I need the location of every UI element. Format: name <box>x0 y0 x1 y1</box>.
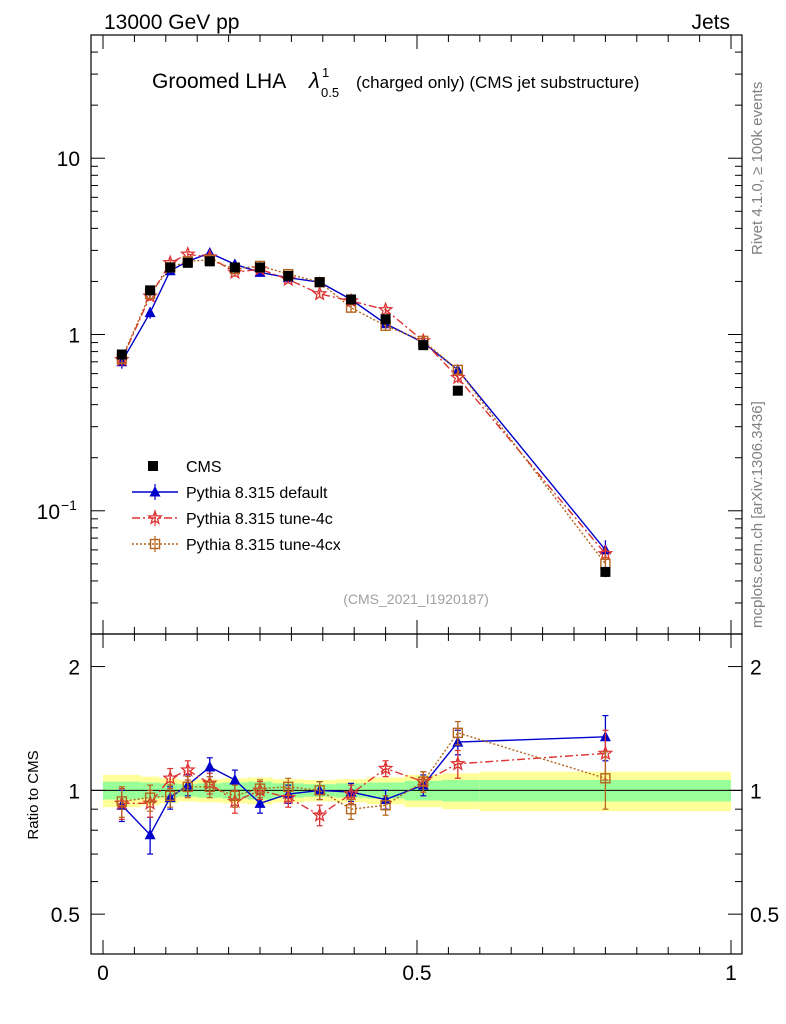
legend-entry-pythia-8-315-tune-4cx: Pythia 8.315 tune-4cx <box>132 536 341 554</box>
ratio-point-pythia-8-315-tune-4cx <box>144 792 156 803</box>
title-sub: 0.5 <box>321 85 339 100</box>
point-cms <box>346 294 357 305</box>
legend-label: Pythia 8.315 default <box>186 485 328 502</box>
ratio-point-pythia-8-315-tune-4cx <box>418 776 429 787</box>
ratio-point-pythia-8-315-tune-4cx <box>182 781 193 793</box>
series-line-pythia-8-315-tune-4c <box>121 253 606 555</box>
point-cms <box>182 257 193 268</box>
point-pythia-8-315-tune-4c <box>377 301 394 317</box>
main-series-layer <box>113 246 614 578</box>
ratio-y-tick-label-left: 0.5 <box>51 904 80 927</box>
legend-marker <box>148 461 158 471</box>
point-cms <box>229 262 240 273</box>
legend-marker <box>147 509 163 525</box>
legend: CMS Pythia 8.315 default Pythia 8.315 tune… <box>132 459 341 554</box>
title-rest: (charged only) (CMS jet substructure) <box>356 73 639 92</box>
ratio-series-pythia-8-315-tune-4cx <box>116 720 611 820</box>
point-cms <box>165 262 176 273</box>
point-cms <box>255 262 265 273</box>
ratio-point-pythia-8-315-tune-4c <box>343 785 359 801</box>
ratio-point-pythia-8-315-tune-4cx <box>116 796 128 807</box>
legend-marker <box>149 486 161 497</box>
side-label-top: Rivet 4.1.0, ≥ 100k events <box>749 82 766 255</box>
ratio-y-tick-label-right: 0.5 <box>750 904 779 927</box>
point-cms <box>116 349 127 360</box>
ratio-point-pythia-8-315-tune-4cx <box>164 790 176 801</box>
ratio-point-pythia-8-315-tune-4cx <box>600 773 611 784</box>
chart-title: Groomed LHA λ 1 0.5 (charged only) (CMS … <box>152 65 639 100</box>
ratio-point-pythia-8-315-tune-4cx <box>254 783 266 794</box>
ratio-point-pythia-8-315-tune-4c <box>311 806 328 822</box>
point-cms <box>380 314 391 325</box>
ratio-point-pythia-8-315-tune-4c <box>377 760 394 776</box>
point-cms <box>145 285 156 296</box>
main-y-tick-label: 1 <box>68 325 80 348</box>
ratio-y-tick-label-right: 2 <box>750 657 762 680</box>
ratio-point-pythia-8-315-tune-4cx <box>229 790 241 801</box>
legend-entry-cms: CMS <box>148 459 222 476</box>
ratio-point-pythia-8-315-tune-4cx <box>204 781 215 793</box>
title-sup: 1 <box>322 65 329 80</box>
x-tick-label: 0 <box>97 962 109 985</box>
main-y-tick-label: 10 <box>57 148 80 171</box>
main-y-tick-exponent: −1 <box>61 497 77 513</box>
ratio-line-pythia-8-315-tune-4cx <box>121 731 606 810</box>
ratio-line-pythia-8-315-default <box>121 736 606 836</box>
ratio-point-pythia-8-315-tune-4c <box>449 755 466 771</box>
ratio-point-pythia-8-315-tune-4c <box>179 761 196 777</box>
series-cms <box>116 256 611 578</box>
axis-ticks <box>91 34 742 955</box>
ratio-point-pythia-8-315-tune-4c <box>162 769 179 785</box>
main-y-tick-label: 10 <box>37 501 60 524</box>
ratio-series-layer <box>113 714 614 855</box>
point-cms <box>204 256 215 267</box>
ratio-point-pythia-8-315-tune-4cx <box>345 803 357 815</box>
legend-entry-pythia-8-315-tune-4c: Pythia 8.315 tune-4c <box>132 509 333 528</box>
ratio-point-pythia-8-315-default <box>229 773 241 785</box>
title-symbol: λ <box>308 68 320 93</box>
point-cms <box>418 340 429 351</box>
side-label-bottom: mcplots.cern.ch [arXiv:1306.3436] <box>749 401 766 628</box>
header-right: Jets <box>691 11 730 34</box>
ratio-y-tick-label-left: 1 <box>68 780 80 803</box>
legend-label: Pythia 8.315 tune-4cx <box>186 537 341 554</box>
ratio-point-pythia-8-315-tune-4cx <box>283 781 294 793</box>
ratio-point-pythia-8-315-tune-4cx <box>314 785 325 796</box>
ratio-point-pythia-8-315-tune-4cx <box>452 727 464 739</box>
legend-marker <box>149 538 161 550</box>
series-line-pythia-8-315-default <box>121 252 606 551</box>
ratio-y-tick-label-left: 2 <box>68 657 80 680</box>
legend-entry-pythia-8-315-default: Pythia 8.315 default <box>132 484 328 502</box>
x-tick-label: 1 <box>725 962 737 985</box>
ratio-point-pythia-8-315-default <box>254 797 266 808</box>
title-main: Groomed LHA <box>152 70 286 93</box>
ratio-ylabel: Ratio to CMS <box>25 750 42 839</box>
ratio-y-tick-label-right: 1 <box>750 780 762 803</box>
point-pythia-8-315-tune-4c <box>449 369 466 385</box>
ratio-point-pythia-8-315-default <box>144 828 156 840</box>
point-pythia-8-315-default <box>144 306 156 318</box>
ratio-point-pythia-8-315-tune-4c <box>280 789 297 805</box>
point-cms <box>314 277 325 288</box>
legend-label: CMS <box>186 459 222 476</box>
point-cms <box>600 566 611 577</box>
ratio-point-pythia-8-315-tune-4cx <box>380 800 391 811</box>
x-tick-label: 0.5 <box>402 962 431 985</box>
ratio-point-pythia-8-315-default <box>204 760 216 772</box>
analysis-label: (CMS_2021_I1920187) <box>343 591 489 607</box>
point-pythia-8-315-tune-4cx <box>452 364 464 376</box>
legend-label: Pythia 8.315 tune-4c <box>186 511 333 528</box>
point-cms <box>283 270 294 281</box>
point-pythia-8-315-tune-4c <box>311 285 328 301</box>
header-left: 13000 GeV pp <box>104 11 239 34</box>
point-cms <box>452 385 463 396</box>
